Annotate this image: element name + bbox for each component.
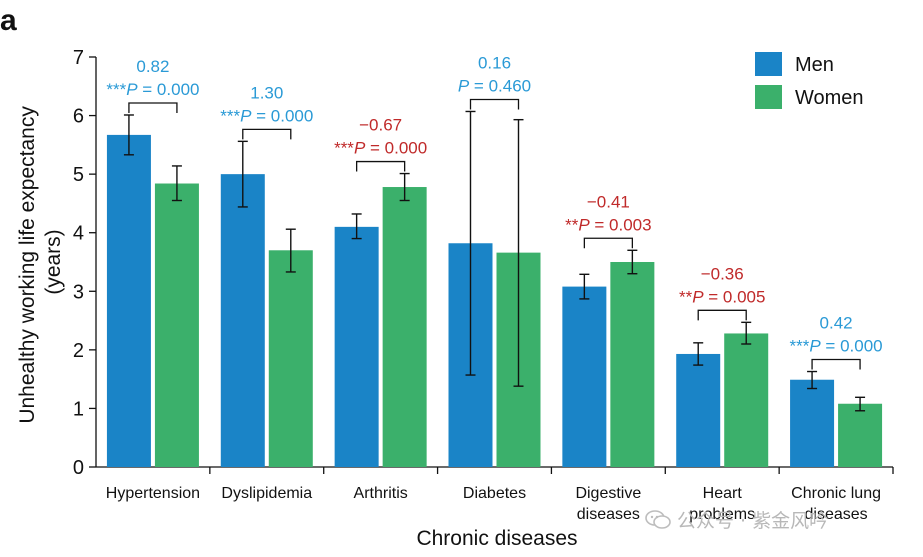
p-value-label: P = 0.460 xyxy=(458,76,531,95)
y-tick-label: 5 xyxy=(73,164,84,186)
bar-women xyxy=(154,183,199,467)
y-tick-label: 2 xyxy=(73,340,84,362)
difference-label: 0.82 xyxy=(136,57,169,76)
bar-women xyxy=(724,333,769,467)
y-axis-title: Unhealthy working life expectancy (years… xyxy=(16,100,65,423)
bar-women xyxy=(610,262,655,467)
legend-swatch-men xyxy=(755,52,782,76)
significance-bracket xyxy=(128,102,178,113)
significance-annotations: ***P = 0.000 0.82 ***P = 0.000 1.30 ***P = 0… xyxy=(106,53,883,370)
p-value-label: **P = 0.003 xyxy=(565,215,652,234)
p-value-label: **P = 0.005 xyxy=(679,287,766,306)
error-bars xyxy=(123,110,866,412)
y-tick-label: 4 xyxy=(73,223,84,245)
y-tick-label: 6 xyxy=(73,106,84,128)
x-tick-label: Arthritis xyxy=(354,485,408,502)
significance-bracket xyxy=(583,237,634,249)
y-tick-label: 0 xyxy=(73,457,84,479)
y-tick-label: 1 xyxy=(73,398,84,420)
significance-bracket xyxy=(469,98,520,110)
difference-label: −0.36 xyxy=(701,264,744,283)
x-tick-label: Heart problems xyxy=(689,485,755,523)
significance-bracket xyxy=(697,309,747,321)
bar-women xyxy=(838,403,883,467)
significance-bracket xyxy=(811,358,861,370)
difference-label: 0.16 xyxy=(478,53,511,72)
bars xyxy=(106,134,883,467)
p-value-label: ***P = 0.000 xyxy=(220,106,313,125)
legend-label-men: Men xyxy=(795,54,834,76)
p-value-label: ***P = 0.000 xyxy=(790,337,883,356)
difference-label: 0.42 xyxy=(820,314,853,333)
y-tick-label: 3 xyxy=(73,281,84,303)
x-axis: Hypertension Dyslipidemia Arthritis Diabete… xyxy=(96,466,894,523)
difference-label: −0.41 xyxy=(587,192,630,211)
legend-label-women: Women xyxy=(795,87,864,109)
legend-swatch-women xyxy=(755,85,782,109)
bar-men xyxy=(220,174,265,467)
significance-bracket xyxy=(355,160,406,172)
significance-bracket xyxy=(242,128,292,140)
panel-label: a xyxy=(0,4,17,37)
bar-men xyxy=(562,286,607,467)
bar-women xyxy=(382,187,427,467)
x-tick-label: Hypertension xyxy=(106,485,200,502)
x-tick-label: Digestive diseases xyxy=(575,485,641,523)
bar-men xyxy=(106,134,151,467)
watermark-text: 公众号 · 紫金风吟 xyxy=(677,510,829,532)
x-tick-label: Chronic lung diseases xyxy=(791,485,881,523)
x-tick-label: Dyslipidemia xyxy=(221,485,312,502)
bar-women xyxy=(268,250,313,467)
x-tick-label: Diabetes xyxy=(463,485,526,502)
bar-men xyxy=(334,226,379,467)
y-axis-title-line1: Unhealthy working life expectancy xyxy=(16,106,39,424)
watermark: 公众号 · 紫金风吟 xyxy=(645,506,828,533)
p-value-label: ***P = 0.000 xyxy=(106,80,199,99)
y-axis: 0 1 2 3 4 5 6 7 xyxy=(73,47,97,479)
wechat-icon xyxy=(645,510,671,529)
p-value-label: ***P = 0.000 xyxy=(334,139,427,158)
y-axis-title-line2: (years) xyxy=(42,229,65,294)
legend: Men Women xyxy=(755,52,864,109)
bar-men xyxy=(790,379,835,467)
bar-men xyxy=(676,353,721,467)
x-axis-title: Chronic diseases xyxy=(416,527,577,550)
difference-label: 1.30 xyxy=(250,83,283,102)
y-tick-label: 7 xyxy=(73,47,84,69)
difference-label: −0.67 xyxy=(359,116,402,135)
